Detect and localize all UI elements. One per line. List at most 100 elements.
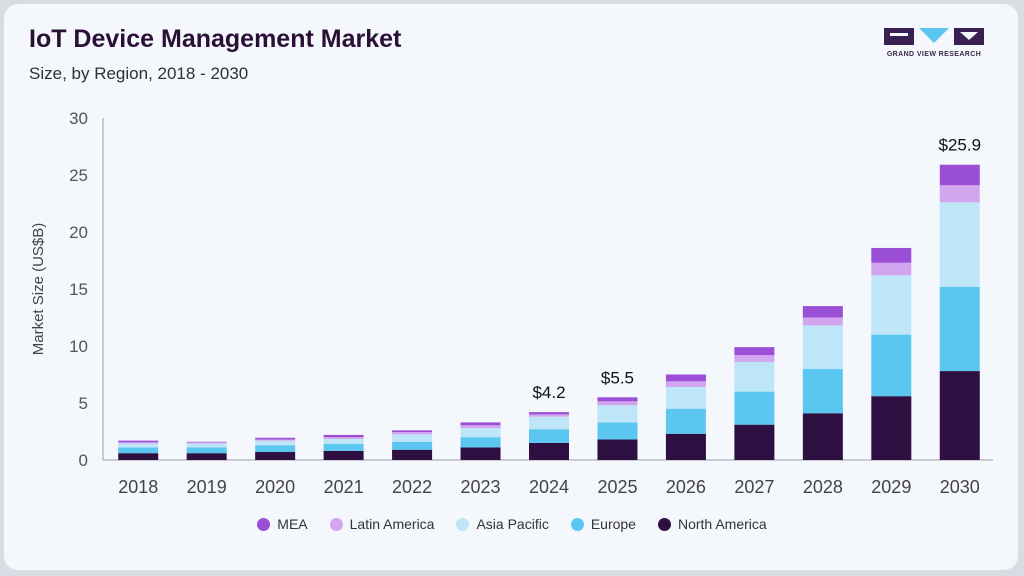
- bar-segment-asia-pacific-2019: [186, 443, 227, 448]
- legend-item-north-america: North America: [657, 516, 767, 532]
- bar-segment-europe-2021: [323, 444, 364, 451]
- bar-segment-north-america-2030: [939, 371, 980, 460]
- bar-segment-asia-pacific-2025: [597, 405, 638, 423]
- bar-segment-europe-2022: [392, 441, 433, 450]
- bar-segment-north-america-2029: [871, 396, 912, 460]
- bar-segment-latin-america-2028: [802, 317, 843, 326]
- bar-segment-north-america-2024: [529, 442, 569, 460]
- bar-segment-europe-2028: [802, 368, 843, 414]
- data-label-2025: $5.5: [601, 368, 634, 387]
- bar-segment-europe-2029: [871, 334, 912, 397]
- y-tick-label: 25: [69, 166, 88, 185]
- legend-swatch: [570, 517, 584, 531]
- bar-segment-north-america-2022: [392, 449, 433, 460]
- bar-segment-latin-america-2026: [665, 381, 706, 388]
- x-tick-label: 2024: [529, 477, 569, 497]
- bar-segment-mea-2030: [939, 164, 980, 186]
- bar-segment-asia-pacific-2027: [734, 361, 775, 392]
- x-tick-label: 2019: [187, 477, 227, 497]
- y-tick-label: 20: [69, 223, 88, 242]
- bar-segment-asia-pacific-2028: [802, 325, 843, 369]
- x-tick-label: 2030: [940, 477, 980, 497]
- bar-segment-north-america-2018: [118, 453, 159, 460]
- bar-segment-europe-2025: [597, 422, 638, 440]
- legend-label: Asia Pacific: [476, 516, 549, 532]
- bar-segment-latin-america-2023: [460, 425, 501, 429]
- bar-segment-mea-2018: [118, 440, 159, 443]
- legend-item-mea: MEA: [257, 516, 308, 532]
- bar-segment-europe-2019: [186, 447, 227, 454]
- bar-segment-europe-2027: [734, 391, 775, 425]
- legend-label: Latin America: [349, 516, 435, 532]
- bar-segment-mea-2020: [255, 437, 296, 440]
- legend-label: Europe: [590, 516, 636, 532]
- bar-segment-north-america-2027: [734, 424, 775, 460]
- x-tick-label: 2029: [871, 477, 911, 497]
- legend-swatch: [257, 517, 271, 531]
- data-label-2024: $4.2: [532, 383, 565, 402]
- bar-segment-latin-america-2020: [255, 439, 296, 441]
- legend-swatch: [456, 517, 470, 531]
- bar-segment-asia-pacific-2020: [255, 440, 296, 446]
- bar-segment-mea-2023: [460, 422, 501, 426]
- bar-segment-europe-2020: [255, 445, 296, 453]
- bar-segment-asia-pacific-2030: [939, 202, 980, 287]
- bar-segment-mea-2021: [323, 434, 364, 438]
- legend-swatch: [329, 517, 343, 531]
- chart-subtitle: Size, by Region, 2018 - 2030: [29, 64, 249, 83]
- logo-text: GRAND VIEW RESEARCH: [886, 51, 982, 58]
- x-tick-label: 2026: [666, 477, 706, 497]
- legend-item-asia-pacific: Asia Pacific: [456, 516, 549, 532]
- bar-segment-mea-2019: [186, 441, 227, 443]
- bar-segment-asia-pacific-2029: [871, 275, 912, 335]
- bar-segment-mea-2025: [597, 397, 638, 402]
- bar-segment-latin-america-2024: [529, 414, 569, 417]
- bar-segment-latin-america-2019: [186, 442, 227, 444]
- chart-card: [4, 4, 1018, 570]
- bar-segment-latin-america-2030: [939, 185, 980, 203]
- bar-segment-north-america-2028: [802, 413, 843, 460]
- bar-segment-asia-pacific-2021: [323, 438, 364, 445]
- bar-segment-north-america-2023: [460, 447, 501, 460]
- bar-segment-latin-america-2021: [323, 437, 364, 439]
- x-tick-label: 2027: [734, 477, 774, 497]
- x-tick-label: 2025: [597, 477, 637, 497]
- bar-segment-latin-america-2018: [118, 442, 159, 444]
- chart-legend: MEA Latin America Asia Pacific Europe North …: [0, 516, 1024, 532]
- bar-segment-europe-2030: [939, 286, 980, 372]
- grand-view-research-logo: [884, 28, 984, 45]
- bar-segment-asia-pacific-2026: [665, 387, 706, 409]
- legend-label: MEA: [277, 516, 308, 532]
- bar-segment-north-america-2019: [186, 453, 227, 460]
- bar-segment-europe-2026: [665, 408, 706, 434]
- legend-item-europe: Europe: [570, 516, 636, 532]
- x-tick-label: 2023: [461, 477, 501, 497]
- bar-segment-north-america-2020: [255, 452, 296, 460]
- bar-segment-asia-pacific-2023: [460, 428, 501, 438]
- bar-segment-north-america-2021: [323, 450, 364, 460]
- bar-segment-mea-2024: [529, 412, 569, 415]
- y-tick-label: 5: [79, 394, 88, 413]
- bar-segment-asia-pacific-2022: [392, 434, 433, 442]
- bar-segment-europe-2023: [460, 437, 501, 448]
- bar-segment-europe-2024: [529, 429, 569, 443]
- legend-label: North America: [677, 516, 767, 532]
- bar-segment-asia-pacific-2018: [118, 443, 159, 448]
- bar-segment-north-america-2025: [597, 439, 638, 460]
- y-tick-label: 15: [69, 280, 88, 299]
- x-tick-label: 2022: [392, 477, 432, 497]
- data-label-2030: $25.9: [938, 136, 981, 155]
- bar-segment-europe-2018: [118, 447, 159, 454]
- legend-swatch: [657, 517, 671, 531]
- y-axis-label: Market Size (US$B): [30, 223, 47, 356]
- x-tick-label: 2021: [324, 477, 364, 497]
- x-tick-label: 2018: [118, 477, 158, 497]
- y-tick-label: 0: [79, 451, 88, 470]
- bar-segment-latin-america-2027: [734, 355, 775, 362]
- x-tick-label: 2020: [255, 477, 295, 497]
- bar-segment-mea-2027: [734, 347, 775, 356]
- chart-title: IoT Device Management Market: [29, 25, 402, 53]
- x-tick-label: 2028: [803, 477, 843, 497]
- bar-segment-mea-2022: [392, 430, 433, 433]
